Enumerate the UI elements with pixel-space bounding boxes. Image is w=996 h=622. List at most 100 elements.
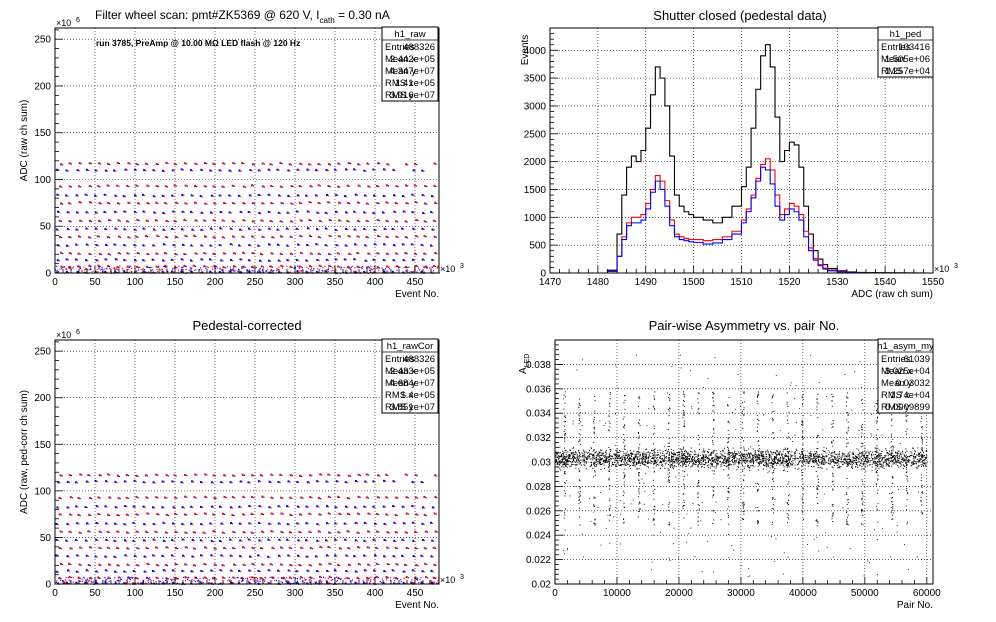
data-point [788, 453, 790, 455]
data-point [167, 237, 169, 239]
data-point [386, 562, 389, 565]
data-point [155, 229, 157, 231]
data-point [98, 266, 100, 268]
data-point [899, 462, 901, 464]
data-point [904, 458, 906, 460]
data-point [375, 523, 378, 525]
data-point [664, 460, 666, 462]
data-point [709, 454, 711, 456]
data-point [273, 577, 275, 579]
data-point [268, 265, 271, 268]
x-tick-label: 1510 [730, 277, 753, 288]
data-point [347, 555, 349, 557]
data-point [299, 576, 302, 579]
data-point [613, 453, 615, 455]
data-point [682, 453, 684, 455]
data-point [201, 506, 204, 509]
data-point [887, 459, 889, 461]
data-point [203, 219, 206, 222]
data-point [162, 582, 165, 585]
data-point [319, 581, 321, 583]
data-point [710, 463, 712, 465]
data-point [313, 268, 315, 270]
data-point [242, 185, 245, 188]
data-point [828, 460, 830, 462]
data-point [574, 464, 576, 466]
data-point [595, 458, 597, 460]
data-point [219, 267, 221, 269]
data-point [632, 464, 634, 466]
data-point [250, 195, 253, 197]
data-point [434, 577, 436, 579]
data-point [65, 267, 67, 270]
data-point [643, 459, 645, 461]
data-point [59, 268, 61, 270]
data-point [171, 569, 174, 572]
data-point [143, 570, 146, 573]
data-point [313, 577, 315, 580]
data-point [666, 456, 668, 458]
data-point [725, 458, 727, 460]
data-point [621, 457, 623, 459]
data-point [98, 266, 101, 268]
data-point [272, 474, 274, 476]
data-point [833, 464, 835, 466]
data-point [568, 461, 570, 463]
data-point [922, 452, 924, 454]
data-point [97, 260, 99, 262]
data-point [163, 170, 166, 172]
data-point [789, 450, 791, 452]
data-point [144, 482, 146, 484]
data-point [200, 581, 203, 584]
data-point [604, 455, 606, 457]
data-point [117, 235, 120, 238]
data-point [57, 210, 60, 213]
data-point [402, 210, 405, 213]
data-point [140, 582, 142, 584]
data-point [559, 463, 561, 465]
data-point [252, 513, 254, 516]
data-point [338, 512, 341, 515]
data-point [714, 456, 716, 458]
data-point [138, 253, 140, 255]
data-point [875, 456, 877, 458]
data-point [241, 235, 244, 238]
data-point [862, 453, 864, 455]
data-point [126, 184, 129, 187]
data-point [863, 456, 865, 458]
data-point [563, 455, 565, 457]
data-point [60, 236, 63, 239]
data-point [167, 578, 170, 580]
data-point [339, 186, 341, 188]
data-point [135, 163, 138, 166]
data-point [373, 582, 375, 584]
data-point [160, 269, 162, 271]
data-point [125, 211, 127, 213]
data-point [889, 460, 891, 462]
data-point [704, 454, 706, 456]
data-point [648, 456, 650, 458]
data-point [569, 461, 571, 463]
data-point [371, 269, 373, 271]
data-point [153, 507, 156, 509]
stats-box-frame [381, 338, 439, 414]
data-point [162, 569, 165, 572]
data-point [76, 522, 79, 525]
data-point [233, 497, 236, 499]
data-point [200, 168, 203, 171]
data-point [666, 452, 668, 454]
data-point [913, 453, 915, 455]
data-point [183, 539, 185, 541]
data-point [317, 497, 320, 500]
data-point [278, 229, 280, 231]
data-point [363, 194, 366, 197]
data-point [609, 458, 611, 460]
data-point [89, 496, 92, 499]
data-point [375, 229, 377, 231]
data-point [139, 203, 141, 205]
data-point [143, 523, 146, 526]
data-point [315, 169, 318, 172]
data-point [862, 458, 864, 460]
data-point [230, 569, 233, 572]
data-point [90, 185, 92, 188]
